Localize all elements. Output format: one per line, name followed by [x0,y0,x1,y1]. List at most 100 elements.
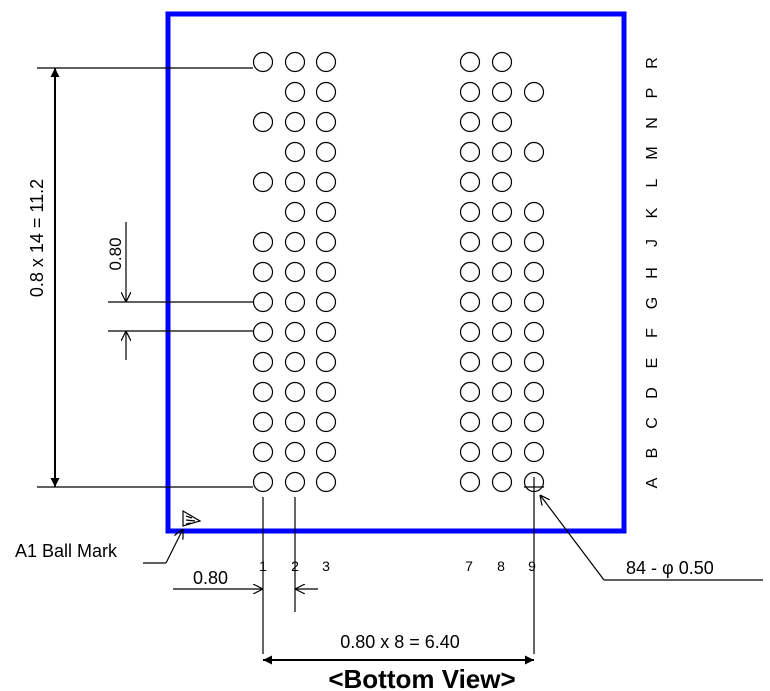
ball-g-3 [315,291,337,313]
ball-grid [252,51,545,493]
ball-k-7 [459,201,481,223]
a1-mark-leader [143,529,183,564]
ball-e-9 [523,351,545,373]
ball-f-3 [315,321,337,343]
ball-c-3 [315,411,337,433]
ball-l-3 [315,171,337,193]
ball-r-2 [284,51,306,73]
row-labels: R P N M L K J H G F E D C B A [644,57,661,488]
row-label: N [644,117,661,129]
ball-e-7 [459,351,481,373]
ball-l-8 [491,171,513,193]
ball-b-8 [491,441,513,463]
ball-g-2 [284,291,306,313]
bottom-pitch-dimension [173,497,318,654]
ball-r-8 [491,51,513,73]
ball-j-1 [252,231,274,253]
ball-a-1 [252,471,274,493]
row-label: G [644,297,661,309]
a1-mark-icon [182,509,202,527]
ball-h-7 [459,261,481,283]
ball-p-9 [523,81,545,103]
ball-b-3 [315,441,337,463]
column-label: 8 [497,558,505,574]
ball-g-8 [491,291,513,313]
ball-g-1 [252,291,274,313]
ball-g-7 [459,291,481,313]
ball-h-2 [284,261,306,283]
ball-n-1 [252,111,274,133]
ball-a-3 [315,471,337,493]
ball-p-8 [491,81,513,103]
ball-l-1 [252,171,274,193]
ball-c-8 [491,411,513,433]
ball-n-8 [491,111,513,133]
ball-f-7 [459,321,481,343]
row-label: M [644,146,661,159]
row-label: B [644,448,661,459]
ball-l-2 [284,171,306,193]
column-label: 9 [528,558,536,574]
ball-e-8 [491,351,513,373]
ball-j-7 [459,231,481,253]
ball-f-1 [252,321,274,343]
column-label: 3 [322,558,330,574]
row-label: P [644,88,661,99]
ball-d-2 [284,381,306,403]
ball-m-8 [491,141,513,163]
row-label: D [644,387,661,399]
ball-p-2 [284,81,306,103]
ball-r-7 [459,51,481,73]
ball-k-8 [491,201,513,223]
row-label: K [644,207,661,218]
ball-d-1 [252,381,274,403]
column-label: 1 [259,558,267,574]
ball-c-2 [284,411,306,433]
ball-f-8 [491,321,513,343]
height-dimension [37,67,253,488]
ball-j-3 [315,231,337,253]
ball-spec-label: 84 - φ 0.50 [626,558,714,578]
ball-m-3 [315,141,337,163]
row-label: L [644,178,661,187]
width-dimension-label: 0.80 x 8 = 6.40 [340,632,460,652]
view-title: <Bottom View> [328,664,515,691]
height-dimension-label: 0.8 x 14 = 11.2 [27,179,47,297]
ball-spec-leader [540,495,763,581]
ball-l-7 [459,171,481,193]
ball-f-9 [523,321,545,343]
ball-j-2 [284,231,306,253]
row-label: F [644,328,661,338]
ball-k-3 [315,201,337,223]
ball-h-3 [315,261,337,283]
ball-m-9 [523,141,545,163]
ball-j-8 [491,231,513,253]
a1-mark-label: A1 Ball Mark [15,541,118,561]
ball-a-8 [491,471,513,493]
ball-n-3 [315,111,337,133]
ball-c-9 [523,411,545,433]
ball-k-2 [284,201,306,223]
column-label: 2 [291,558,299,574]
ball-e-3 [315,351,337,373]
ball-d-3 [315,381,337,403]
ball-b-1 [252,441,274,463]
ball-f-2 [284,321,306,343]
ball-a9-crosshair [524,477,544,497]
ball-b-2 [284,441,306,463]
ball-h-9 [523,261,545,283]
bottom-pitch-label: 0.80 [193,568,228,588]
ball-k-9 [523,201,545,223]
width-dimension [263,497,535,665]
ball-p-3 [315,81,337,103]
ball-h-1 [252,261,274,283]
package-outline [165,11,627,534]
ball-r-1 [252,51,274,73]
pitch-dimension [108,222,253,360]
column-labels: 1 2 3 7 8 9 [259,558,536,574]
ball-e-2 [284,351,306,373]
row-label: R [644,57,661,69]
ball-a-2 [284,471,306,493]
